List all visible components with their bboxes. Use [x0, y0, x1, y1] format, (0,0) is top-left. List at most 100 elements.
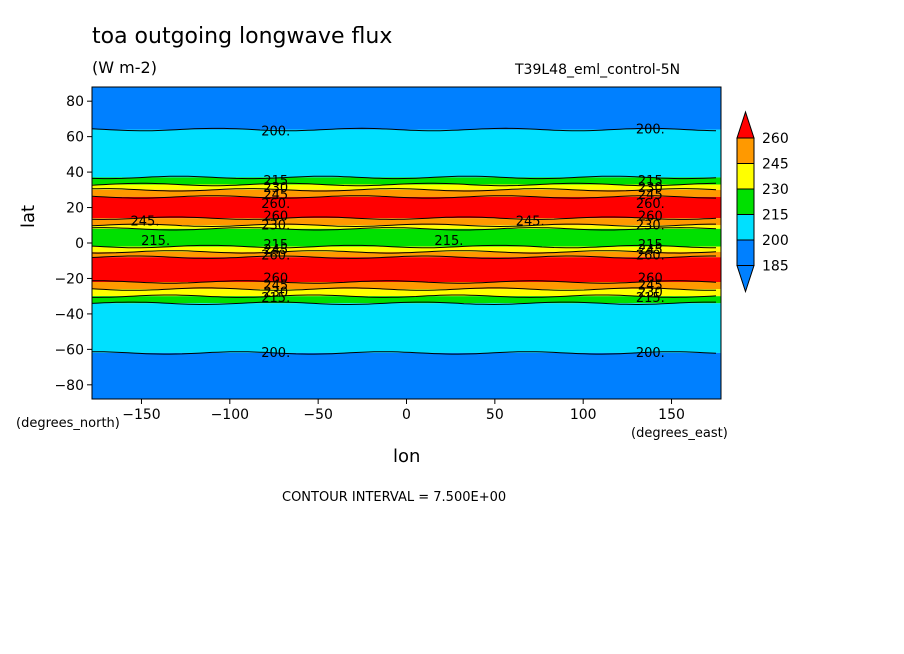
contour-label-2: 200.: [261, 346, 290, 361]
contour-label-5: 215.: [434, 234, 463, 249]
y-tick-label: −40: [54, 307, 84, 323]
band-15: [92, 303, 721, 353]
contour-label-0: 200.: [261, 124, 290, 139]
contour-label-15: 260.: [636, 197, 665, 212]
y-tick-label: 80: [66, 94, 84, 110]
colorbar-label: 245: [762, 157, 789, 173]
contour-label-29: 245: [638, 279, 663, 294]
x-tick-label: 50: [486, 407, 504, 423]
contour-line-9: [91, 244, 716, 249]
contour-label-18: 230.: [261, 218, 290, 233]
contour-label-33: 215.: [636, 291, 665, 306]
contour-line-14: [92, 294, 717, 298]
contour-line-5: [91, 195, 717, 199]
contour-label-4: 215.: [141, 234, 170, 249]
contour-label-31: 230: [638, 286, 663, 301]
y-tick-label: 40: [66, 165, 84, 181]
chart-units: (W m-2): [92, 58, 157, 77]
band-3: [92, 184, 721, 190]
contour-label-24: 260.: [261, 248, 290, 263]
contour-label-19: 230.: [636, 218, 665, 233]
y-tick-label: −60: [54, 342, 84, 358]
y-tick-label: 60: [66, 130, 84, 146]
contour-line-7: [91, 223, 716, 228]
contour-label-10: 230: [263, 181, 288, 196]
x-tick-label: 0: [402, 407, 411, 423]
band-4: [92, 189, 721, 197]
band-14: [92, 296, 721, 304]
contour-line-13: [91, 287, 716, 291]
contour-label-13: 245: [638, 188, 663, 203]
y-tick-label: 20: [66, 201, 84, 217]
contour-line-8: [91, 227, 717, 231]
contour-label-7: 245.: [516, 215, 545, 230]
colorbar-label: 230: [762, 182, 789, 198]
contour-line-16: [92, 351, 717, 355]
dataset-label: T39L48_eml_control-5N: [515, 62, 681, 78]
axes: −150 −100 −50 0 50 100 150 −80 −60 −40 −20 0 20 40 60 8…: [54, 94, 684, 423]
y-tick-label: 0: [75, 236, 84, 252]
band-7: [92, 225, 721, 229]
contour-label-22: 245: [263, 243, 288, 258]
contour-label-32: 215.: [261, 291, 290, 306]
contour-label-26: 260: [263, 271, 288, 286]
contour-label-9: 215: [638, 174, 663, 189]
band-12: [92, 282, 721, 290]
contour-label-30: 230: [263, 286, 288, 301]
band-9: [92, 246, 721, 252]
contour-label-3: 200.: [636, 346, 665, 361]
x-tick-label: 100: [570, 407, 597, 423]
contour-line-10: [91, 250, 717, 254]
contour-label-28: 245: [263, 279, 288, 294]
band-16: [92, 352, 721, 399]
contour-label-27: 260: [638, 271, 663, 286]
contour-label-23: 245: [638, 243, 663, 258]
x-tick-label: −50: [303, 407, 333, 423]
colorbar: 260 245 230 215 200 185: [736, 110, 789, 294]
colorbar-swatch: [736, 163, 755, 190]
band-8: [92, 228, 721, 247]
colorbar-swatch: [736, 239, 755, 266]
colorbar-label: 200: [762, 233, 789, 249]
contour-label-16: 260: [263, 209, 288, 224]
contour-interval-note: CONTOUR INTERVAL = 7.500E+00: [282, 490, 507, 505]
contour-line-12: [92, 280, 717, 284]
band-6: [92, 218, 721, 226]
colorbar-label: 215: [762, 208, 789, 224]
y-tick-label: −20: [54, 271, 84, 287]
band-2: [92, 177, 721, 185]
contour-labels: 200. 200.200. 200.215. 215.245. 245.215 21523…: [131, 123, 665, 361]
colorbar-label: 260: [762, 131, 789, 147]
contour-line-6: [91, 216, 717, 220]
contour-label-11: 230: [638, 181, 663, 196]
x-axis-unit: (degrees_east): [631, 426, 728, 441]
x-tick-label: −100: [211, 407, 249, 423]
colorbar-bottom-arrow: [736, 265, 755, 294]
contour-label-21: 215: [638, 238, 663, 253]
band-0: [92, 87, 721, 130]
contour-line-1: [91, 127, 717, 132]
chart-title: toa outgoing longwave flux: [92, 24, 393, 49]
y-axis-unit: (degrees_north): [16, 416, 120, 431]
contour-label-8: 215: [263, 174, 288, 189]
band-5: [92, 196, 721, 219]
band-1: [92, 129, 721, 178]
contour-line-11: [91, 255, 716, 259]
band-13: [92, 289, 721, 297]
contour-label-17: 260: [638, 209, 663, 224]
x-tick-label: 150: [658, 407, 685, 423]
contour-line-4: [91, 188, 717, 192]
colorbar-swatch: [736, 137, 755, 164]
contour-line-15: [91, 301, 716, 306]
colorbar-swatch: [736, 214, 755, 241]
contour-line-3: [91, 182, 717, 187]
contour-label-1: 200.: [636, 123, 665, 138]
contour-label-6: 245.: [131, 215, 160, 230]
colorbar-label: 185: [762, 259, 789, 275]
x-axis-label: lon: [393, 446, 421, 467]
contour-label-12: 245: [263, 188, 288, 203]
contour-line-2: [91, 175, 717, 180]
contour-label-20: 215: [263, 238, 288, 253]
contour-label-14: 260.: [261, 197, 290, 212]
band-10: [92, 251, 721, 258]
